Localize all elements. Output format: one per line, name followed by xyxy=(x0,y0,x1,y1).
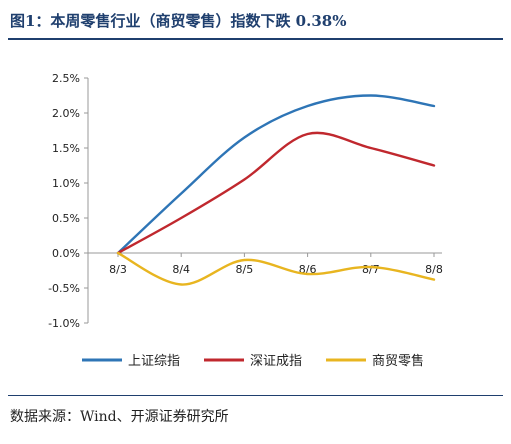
y-tick-label: -1.0% xyxy=(48,317,80,330)
legend-label-3: 商贸零售 xyxy=(372,353,424,369)
y-tick-label: 0.5% xyxy=(52,212,80,225)
x-tick-label: 8/3 xyxy=(109,263,127,276)
x-tick-label: 8/5 xyxy=(236,263,254,276)
y-tick-label: -0.5% xyxy=(48,282,80,295)
y-tick-label: 2.5% xyxy=(52,72,80,85)
data-source: 数据来源：Wind、开源证券研究所 xyxy=(10,409,229,425)
y-tick-label: 0.0% xyxy=(52,247,80,260)
x-tick-label: 8/7 xyxy=(362,263,380,276)
legend-label-2: 深证成指 xyxy=(250,354,302,369)
source-divider xyxy=(8,395,503,396)
y-tick-label: 1.5% xyxy=(52,142,80,155)
y-tick-label: 2.0% xyxy=(52,107,80,120)
line-chart: -1.0% -0.5% 0.0% 0.5% 1.0% 1.5% 2.0% 2.5% 8/3 8/… xyxy=(48,72,443,369)
series-lines xyxy=(116,94,436,286)
legend: 上证综指 深证成指 商贸零售 xyxy=(82,353,424,369)
series-line-3 xyxy=(116,251,436,286)
page-title: 图1：本周零售行业（商贸零售）指数下跌 0.38% xyxy=(10,12,347,30)
x-tick-label: 8/8 xyxy=(425,263,443,276)
x-tick-label: 8/4 xyxy=(172,263,190,276)
title-divider xyxy=(8,38,503,40)
series-line-1 xyxy=(116,94,436,255)
series-line-2 xyxy=(116,131,436,255)
y-axis: -1.0% -0.5% 0.0% 0.5% 1.0% 1.5% 2.0% 2.5% xyxy=(48,72,89,330)
legend-label-1: 上证综指 xyxy=(128,354,180,369)
y-tick-label: 1.0% xyxy=(52,177,80,190)
x-axis: 8/3 8/4 8/5 8/6 8/7 8/8 xyxy=(88,252,443,276)
